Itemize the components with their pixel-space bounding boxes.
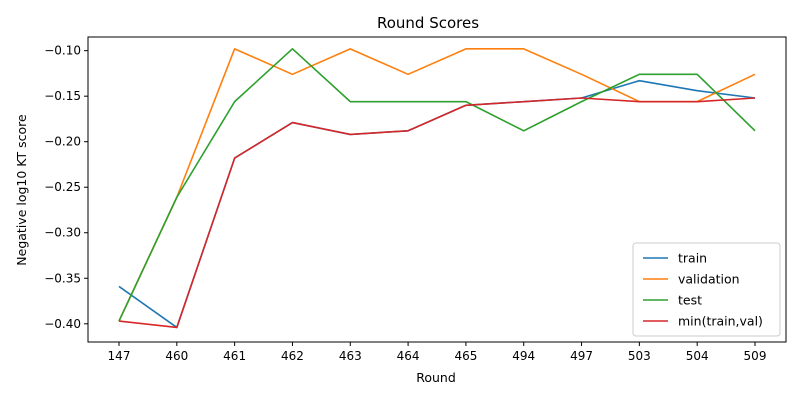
y-axis-label: Negative log10 KT score [14,114,29,266]
legend-label: train [678,251,707,266]
x-tick-label: 461 [223,349,246,363]
plot-frame [87,36,787,343]
y-tick-label: −0.15 [44,89,81,103]
legend-label: min(train,val) [678,314,763,329]
legend-box [632,242,781,337]
y-tick-label: −0.40 [44,317,81,331]
series-layer [118,48,756,329]
x-tick-label: 464 [397,349,420,363]
series-line-test [118,48,756,322]
x-axis-label: Round [416,370,456,385]
y-tick-label: −0.30 [44,226,81,240]
x-tick-label: 497 [570,349,593,363]
legend-label: validation [678,272,740,287]
y-tick-label: −0.25 [44,180,81,194]
series-line-min-train-val [118,97,756,329]
chart-title: Round Scores [377,14,479,32]
y-axis: −0.10 −0.15 −0.20 −0.25 −0.30 −0.35 −0.40 [44,44,88,331]
x-tick-label: 463 [339,349,362,363]
x-axis: 147 460 461 462 463 464 465 494 497 503 504 509 [108,342,767,363]
x-tick-label: 503 [628,349,651,363]
x-tick-label: 504 [686,349,709,363]
y-tick-label: −0.20 [44,135,81,149]
x-tick-label: 465 [454,349,477,363]
x-tick-label: 509 [744,349,767,363]
x-tick-label: 147 [108,349,131,363]
y-tick-label: −0.10 [44,44,81,58]
y-tick-label: −0.35 [44,271,81,285]
legend: train validation test min(train,val) [632,242,781,337]
x-tick-label: 460 [165,349,188,363]
x-tick-label: 494 [512,349,535,363]
legend-label: test [678,293,702,308]
x-tick-label: 462 [281,349,304,363]
